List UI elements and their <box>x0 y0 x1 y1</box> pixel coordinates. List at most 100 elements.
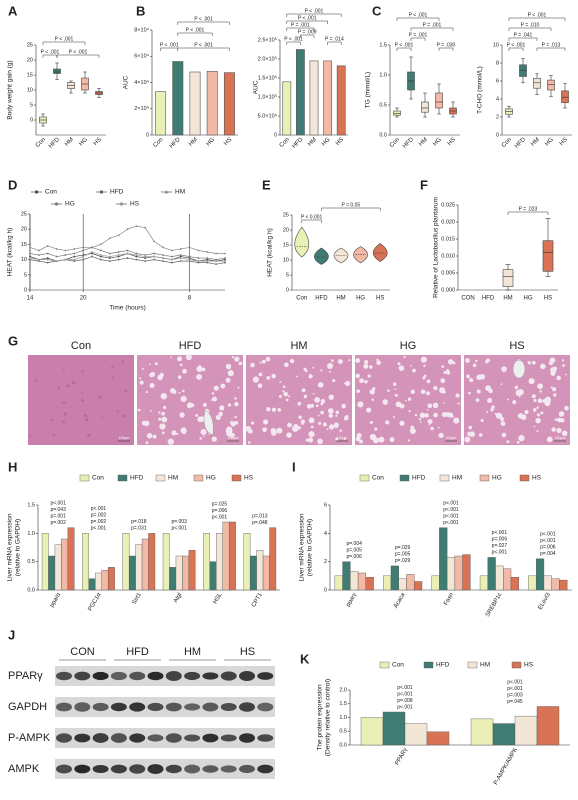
tissue-texture <box>565 373 567 376</box>
significance-label: P < .001 <box>69 49 88 55</box>
tissue-texture <box>468 425 473 430</box>
point <box>29 252 31 255</box>
significance-label: p=.005 <box>395 552 411 558</box>
tissue-texture <box>551 427 556 432</box>
legend-marker <box>54 202 59 206</box>
tissue-texture <box>257 383 263 388</box>
tissue-texture <box>301 422 304 426</box>
bar <box>155 91 167 136</box>
tissue-texture <box>101 416 104 418</box>
band <box>74 764 91 774</box>
tissue-texture <box>199 437 202 440</box>
tissue-texture <box>305 438 309 442</box>
blot-strip <box>55 728 275 748</box>
tissue-texture <box>278 394 282 399</box>
tissue-texture <box>337 359 343 364</box>
bar <box>107 567 115 591</box>
point <box>55 248 58 250</box>
y-tick-label: 0 <box>24 287 27 293</box>
significance-label: p<.001 <box>540 538 556 544</box>
tissue-texture <box>393 416 396 419</box>
legend-swatch <box>117 474 128 482</box>
y-tick-label: 0 <box>146 132 149 138</box>
point <box>91 252 93 255</box>
x-tick-label: HS <box>376 296 384 302</box>
significance-label: p<.001 <box>91 526 107 532</box>
significance-bracket <box>286 41 301 45</box>
tissue-texture <box>414 413 418 417</box>
legend-label: HM <box>168 475 178 482</box>
bar <box>216 533 223 591</box>
tissue-texture <box>355 358 361 364</box>
tissue-texture <box>369 420 373 424</box>
y-axis-label: Liver mRNA expression <box>7 513 14 581</box>
tissue-texture <box>332 379 336 383</box>
bar <box>162 533 170 591</box>
point <box>55 260 58 263</box>
bar <box>141 538 149 591</box>
tissue-texture <box>369 389 375 395</box>
bar <box>510 577 519 591</box>
box <box>561 90 569 103</box>
tissue-texture <box>292 425 299 432</box>
tissue-texture <box>150 410 152 412</box>
tissue-texture <box>433 412 438 418</box>
significance-bracket <box>286 13 342 17</box>
y-tick-label: 25 <box>27 42 33 48</box>
significance-label: p=.013 <box>252 513 268 519</box>
tissue-texture <box>518 395 521 398</box>
panel-label: G <box>8 333 18 348</box>
point <box>170 249 173 252</box>
significance-label: p<.001 <box>492 530 508 536</box>
tissue-texture <box>451 360 455 364</box>
tissue-texture <box>71 380 76 385</box>
point <box>170 261 173 264</box>
tissue-texture <box>287 422 292 428</box>
point <box>100 255 102 258</box>
tissue-texture <box>376 358 379 361</box>
bar <box>360 717 384 746</box>
tissue-texture <box>366 407 372 413</box>
point <box>82 254 85 256</box>
tissue-texture <box>310 425 314 429</box>
x-tick-label: Sirt1 <box>132 591 144 605</box>
legend-swatch <box>467 661 478 669</box>
legend-label: HS <box>130 201 140 208</box>
y-axis-label: Relative of Lactobacillus plantarum <box>433 197 440 298</box>
tissue-texture <box>195 413 199 417</box>
tissue-texture <box>180 395 187 402</box>
bar <box>543 575 552 591</box>
legend-swatch <box>231 474 242 482</box>
point <box>73 258 76 261</box>
point <box>144 257 147 259</box>
tissue-texture <box>476 374 482 381</box>
band <box>165 764 182 774</box>
y-axis-label: TG (mmol/L) <box>365 72 372 108</box>
y-tick-label: 1.5 <box>27 502 35 508</box>
lane-group-label: CON <box>70 646 95 658</box>
bar <box>243 533 251 591</box>
tissue-texture <box>486 410 489 413</box>
point <box>108 237 111 240</box>
point <box>206 261 209 264</box>
legend-swatch <box>379 661 390 669</box>
tissue-texture <box>532 408 537 412</box>
significance-bracket <box>177 21 230 25</box>
significance-label: P < .001 <box>194 42 213 48</box>
bar <box>269 527 277 591</box>
bar <box>350 571 359 591</box>
bar <box>454 555 463 591</box>
significance-label: p=.025 <box>212 501 228 507</box>
bar <box>426 731 450 746</box>
band <box>220 734 237 742</box>
tissue-texture <box>536 406 539 409</box>
bar <box>128 555 136 591</box>
tissue-texture <box>234 415 237 419</box>
tissue-texture <box>211 436 217 442</box>
y-tick-label: 10 <box>283 257 289 263</box>
x-tick-label: HS <box>335 137 345 147</box>
tissue-texture <box>517 389 524 396</box>
protein-label: P-AMPK <box>8 732 51 744</box>
x-tick-label: HS <box>559 137 569 147</box>
legend-swatch <box>193 474 204 482</box>
